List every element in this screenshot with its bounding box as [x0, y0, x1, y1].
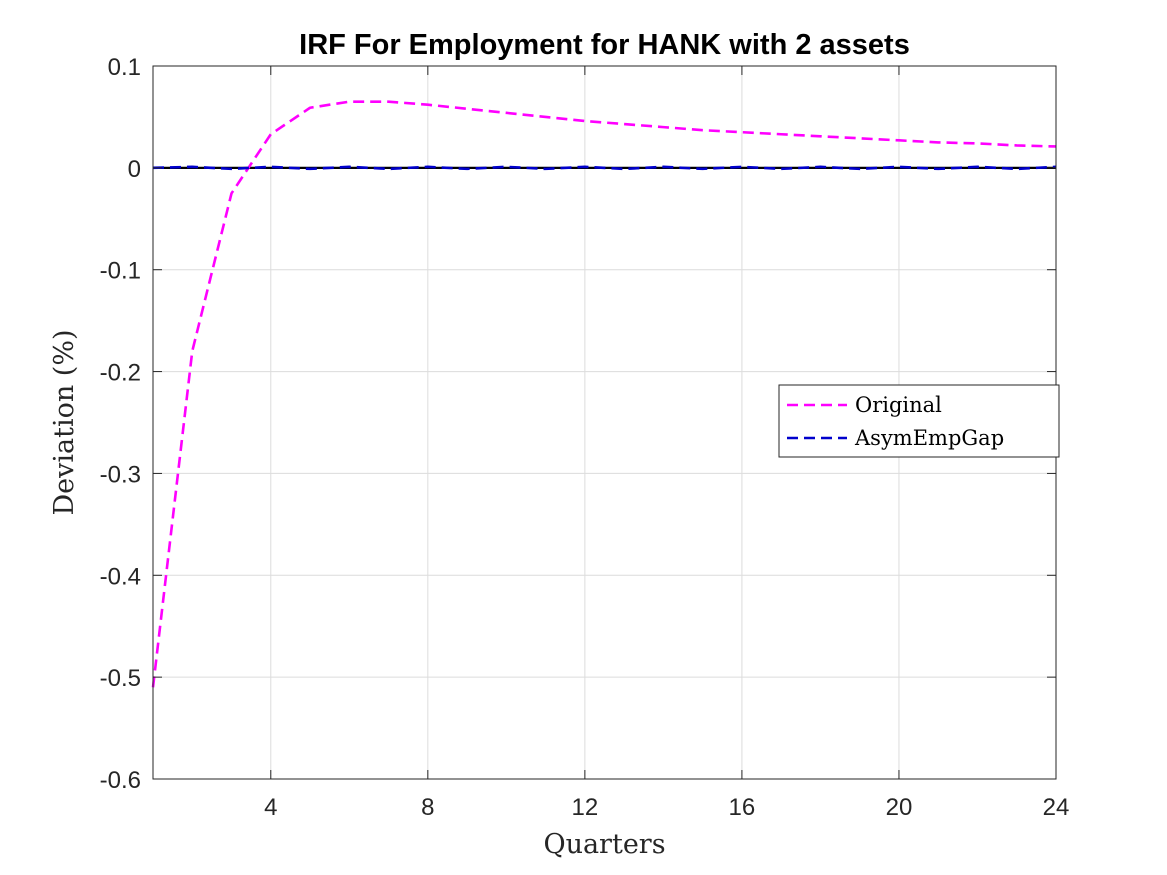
- legend-label-asymempgap: AsymEmpGap: [854, 426, 1004, 450]
- y-tick-label: -0.2: [100, 360, 141, 387]
- y-tick-labels: 0.1 0 -0.1 -0.2 -0.3 -0.4 -0.5 -0.6: [100, 54, 141, 794]
- y-tick-label: -0.3: [100, 461, 141, 488]
- y-tick-label: 0.1: [108, 54, 141, 81]
- x-tick-label: 16: [729, 794, 756, 821]
- x-tick-labels: 4 8 12 16 20 24: [264, 794, 1069, 821]
- y-tick-label: 0: [128, 156, 141, 183]
- y-axis-label: Deviation (%): [49, 329, 80, 515]
- series-line-original: [151, 100, 1057, 688]
- legend: Original AsymEmpGap: [778, 384, 1060, 458]
- legend-box: [778, 384, 1060, 458]
- y-tick-label: -0.6: [100, 767, 141, 794]
- series-line-asymempgap: [152, 165, 1057, 171]
- plot-area: [151, 100, 1057, 688]
- chart-title: IRF For Employment for HANK with 2 asset…: [299, 29, 910, 61]
- y-tick-label: -0.4: [100, 563, 141, 590]
- legend-label-original: Original: [855, 393, 942, 417]
- x-tick-label: 12: [572, 794, 599, 821]
- x-tick-label: 20: [886, 794, 913, 821]
- x-axis-label: Quarters: [543, 829, 665, 860]
- x-tick-label: 4: [264, 794, 277, 821]
- y-tick-label: -0.1: [100, 258, 141, 285]
- x-tick-label: 24: [1043, 794, 1070, 821]
- y-tick-label: -0.5: [100, 665, 141, 692]
- x-tick-label: 8: [421, 794, 434, 821]
